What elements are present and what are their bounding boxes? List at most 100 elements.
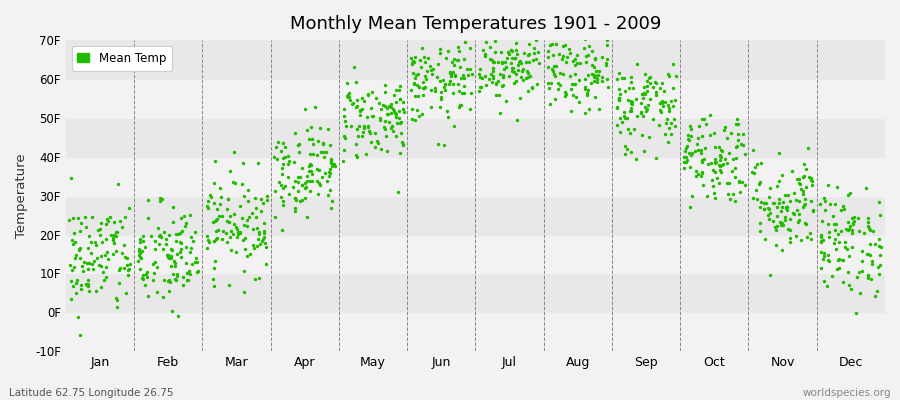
Point (482, 44, 497, 50)
Point (842, 219, 856, 226)
Point (611, 97, 625, 103)
Point (568, 56, 582, 62)
Point (349, 126, 364, 132)
Point (416, 85, 430, 91)
Point (706, 130, 721, 136)
Point (173, 230, 187, 236)
Point (86, 266, 100, 272)
Point (220, 217, 234, 224)
Point (559, 58, 573, 65)
Point (504, 48, 518, 54)
Point (588, 54, 602, 61)
Point (155, 196, 169, 202)
Point (656, 88, 670, 94)
Point (587, 64, 601, 70)
Point (771, 150, 786, 156)
Point (431, 61, 446, 68)
Point (562, 46, 576, 52)
Point (251, 160, 266, 166)
Point (444, 73, 458, 80)
Point (666, 103, 680, 110)
Point (478, 51, 492, 58)
Point (384, 110, 399, 116)
Point (350, 133, 365, 139)
Point (640, 106, 654, 112)
Point (393, 96, 408, 102)
Point (489, 81, 503, 88)
Point (446, 90, 461, 96)
Point (210, 206, 224, 212)
Point (695, 133, 709, 139)
Point (79, 224, 94, 230)
Point (753, 220, 768, 226)
Point (287, 130, 302, 136)
Point (551, 80, 565, 86)
Point (620, 126, 634, 132)
Point (404, 55, 419, 62)
Point (489, 91, 503, 98)
Point (817, 198, 832, 204)
Point (411, 71, 426, 78)
Point (679, 153, 693, 160)
Point (708, 144, 723, 150)
Point (612, 115, 626, 122)
Point (101, 256, 115, 262)
Point (783, 216, 797, 222)
Point (304, 124, 319, 131)
Point (494, 60, 508, 66)
Point (714, 163, 728, 170)
Point (361, 91, 375, 97)
Point (516, 77, 530, 83)
Point (566, 92, 580, 98)
Point (227, 221, 241, 227)
Point (501, 50, 516, 57)
Point (346, 101, 360, 108)
Point (530, 80, 544, 87)
Point (414, 64, 428, 70)
Point (496, 74, 510, 80)
Point (71, 247, 86, 254)
Point (660, 116, 674, 123)
Point (256, 234, 271, 240)
Point (412, 113, 427, 119)
Point (521, 74, 535, 80)
Point (544, 31, 558, 38)
Point (525, 85, 539, 92)
Point (227, 149, 241, 156)
Legend: Mean Temp: Mean Temp (72, 46, 172, 71)
Point (500, 19, 515, 26)
Point (436, 84, 451, 90)
Point (300, 126, 314, 133)
Point (491, 58, 505, 65)
Point (409, 28, 423, 35)
Point (788, 190, 802, 196)
Bar (66, 118, 885, 157)
Point (828, 226, 842, 233)
Point (585, 71, 599, 77)
Point (175, 228, 189, 234)
Point (159, 252, 174, 258)
Point (291, 178, 305, 185)
Point (494, 49, 508, 56)
Point (440, 107, 454, 114)
Point (721, 190, 735, 197)
Point (762, 216, 777, 222)
Point (179, 220, 194, 226)
Point (64, 175, 78, 181)
Point (417, 85, 431, 92)
Point (167, 262, 182, 269)
Point (362, 128, 376, 134)
Point (117, 265, 131, 272)
Point (612, 70, 626, 76)
Point (189, 268, 203, 275)
Point (523, 73, 537, 79)
Point (63, 262, 77, 268)
Point (727, 165, 742, 171)
Point (438, 81, 453, 88)
Bar (66, 196, 885, 234)
Point (636, 84, 651, 90)
Point (664, 131, 679, 137)
Point (832, 256, 846, 262)
Point (518, 75, 533, 82)
Point (822, 229, 836, 236)
